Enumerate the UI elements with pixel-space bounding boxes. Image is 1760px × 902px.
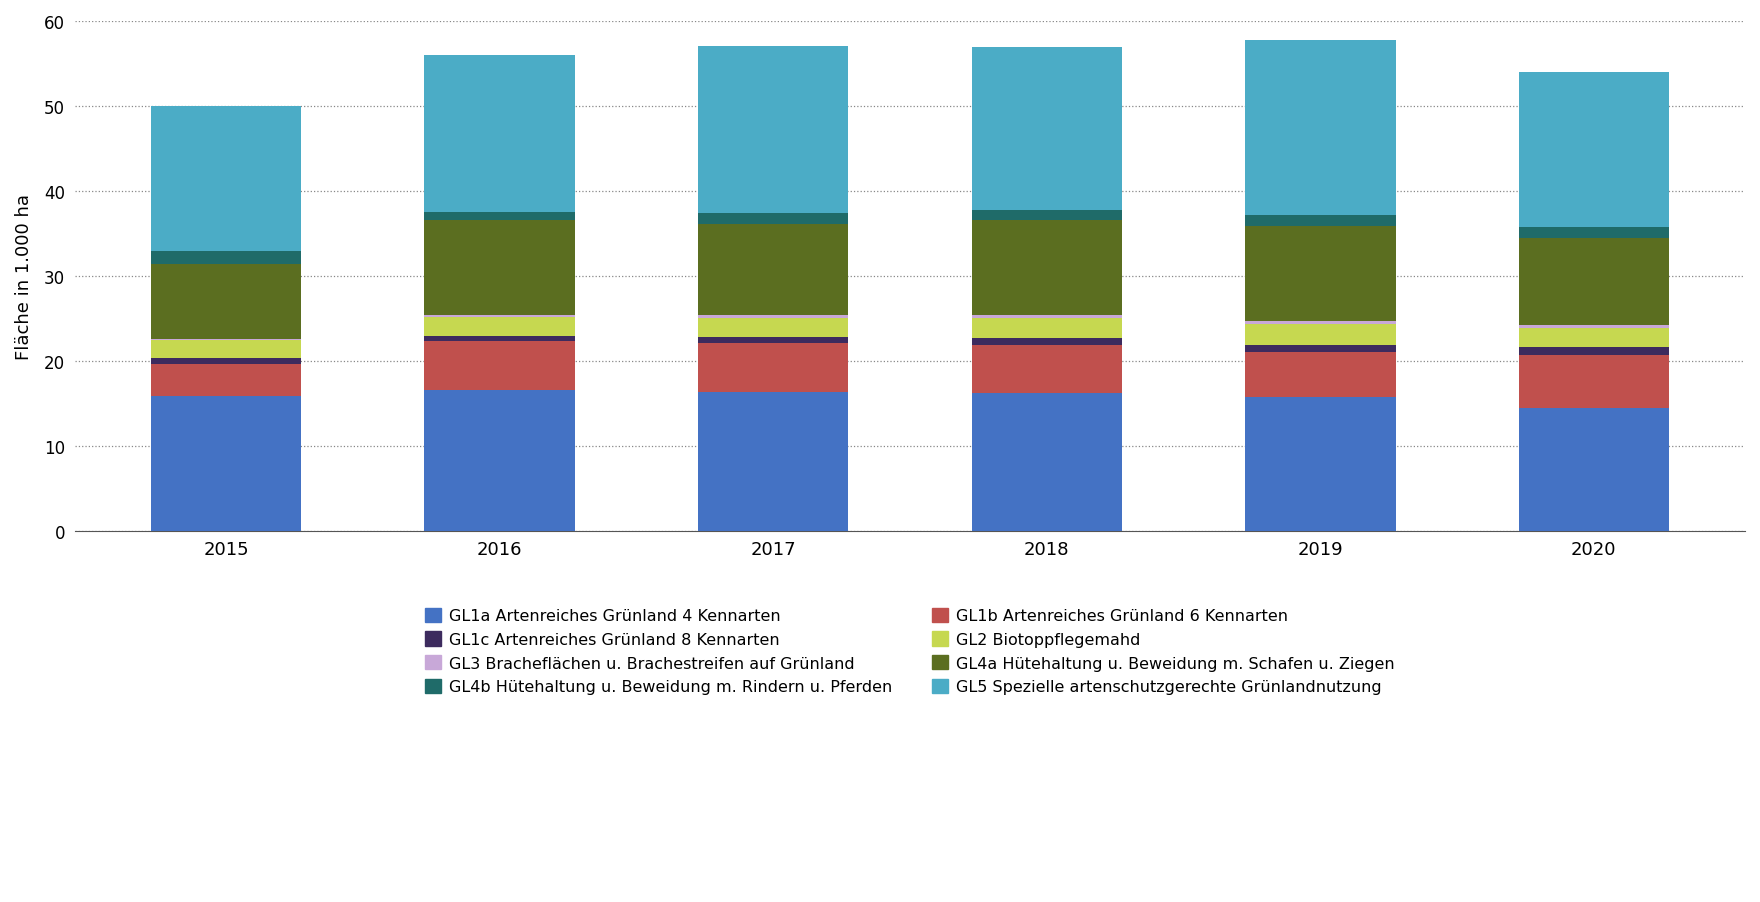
Bar <box>151 397 301 531</box>
Y-axis label: Fläche in 1.000 ha: Fläche in 1.000 ha <box>16 194 33 359</box>
Bar <box>151 264 301 339</box>
Bar <box>424 336 576 342</box>
Bar <box>1519 239 1668 326</box>
Bar <box>1244 41 1396 216</box>
Bar <box>424 318 576 336</box>
Bar <box>151 359 301 364</box>
Bar <box>151 106 301 252</box>
Bar <box>1244 398 1396 531</box>
Bar <box>699 338 848 344</box>
Bar <box>151 339 301 341</box>
Bar <box>972 48 1121 210</box>
Bar <box>424 56 576 213</box>
Bar <box>151 341 301 359</box>
Bar <box>972 393 1121 531</box>
Bar <box>699 214 848 226</box>
Bar <box>699 48 848 214</box>
Bar <box>1519 73 1668 228</box>
Bar <box>1519 348 1668 355</box>
Bar <box>972 220 1121 316</box>
Bar <box>699 344 848 392</box>
Bar <box>972 319 1121 338</box>
Bar <box>424 391 576 531</box>
Bar <box>424 221 576 316</box>
Bar <box>1519 355 1668 409</box>
Bar <box>1244 227 1396 322</box>
Bar <box>1519 328 1668 348</box>
Bar <box>699 392 848 531</box>
Bar <box>699 316 848 318</box>
Bar <box>972 346 1121 393</box>
Bar <box>1244 216 1396 227</box>
Bar <box>1519 326 1668 328</box>
Bar <box>1244 353 1396 398</box>
Bar <box>1244 345 1396 353</box>
Bar <box>1519 228 1668 239</box>
Bar <box>151 252 301 264</box>
Bar <box>424 342 576 391</box>
Bar <box>424 316 576 318</box>
Bar <box>1244 322 1396 325</box>
Bar <box>1519 409 1668 531</box>
Bar <box>151 364 301 397</box>
Bar <box>699 226 848 316</box>
Legend: GL1a Artenreiches Grünland 4 Kennarten, GL1c Artenreiches Grünland 8 Kennarten, : GL1a Artenreiches Grünland 4 Kennarten, … <box>417 600 1403 703</box>
Bar <box>972 210 1121 220</box>
Bar <box>424 213 576 221</box>
Bar <box>1244 325 1396 345</box>
Bar <box>699 318 848 338</box>
Bar <box>972 338 1121 346</box>
Bar <box>972 316 1121 319</box>
